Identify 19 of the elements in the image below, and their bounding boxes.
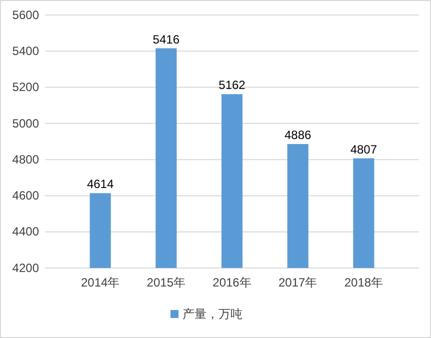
y-tick-label: 4400 — [12, 224, 40, 239]
y-tick-label: 5600 — [12, 8, 40, 22]
y-tick-label: 4200 — [12, 260, 40, 275]
data-label: 4886 — [284, 128, 312, 142]
legend-label: 产量，万吨 — [182, 307, 242, 321]
data-label: 5416 — [152, 32, 180, 46]
y-tick-label: 5000 — [12, 116, 40, 130]
x-tick-label: 2016年 — [212, 276, 252, 290]
y-tick-label: 5200 — [12, 80, 40, 94]
y-tick-label: 4800 — [12, 152, 40, 166]
data-label: 4614 — [86, 177, 114, 192]
y-tick-label: 4600 — [12, 188, 40, 203]
y-tick-label: 5400 — [12, 44, 40, 58]
x-tick-label: 2014年 — [80, 276, 120, 290]
x-tick-label: 2015年 — [146, 276, 186, 290]
data-label: 4807 — [350, 142, 378, 156]
x-tick-label: 2017年 — [278, 276, 318, 290]
x-tick-label: 2018年 — [344, 276, 384, 290]
data-label: 5162 — [218, 78, 246, 92]
